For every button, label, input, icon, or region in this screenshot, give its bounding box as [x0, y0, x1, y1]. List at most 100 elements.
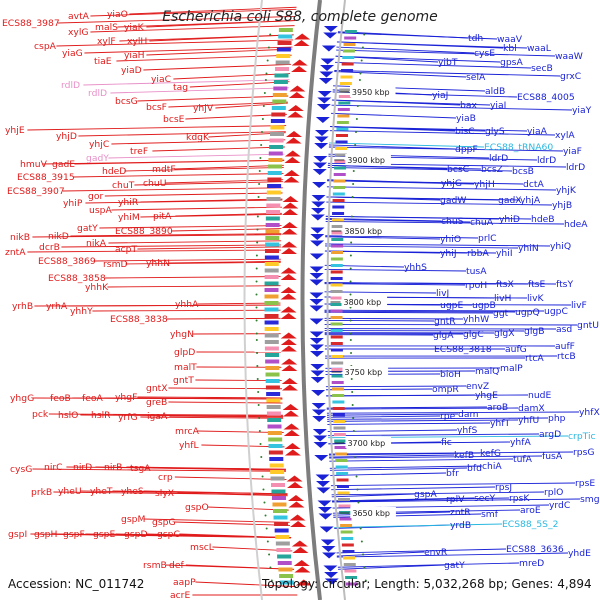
ring-dot: [269, 566, 272, 569]
left-gene-label: bcsE: [163, 114, 185, 125]
left-gene-label: gspM: [121, 514, 145, 525]
feature-block: [271, 496, 286, 500]
ring-dot: [255, 332, 258, 335]
forward-gene-arrow: [282, 404, 299, 410]
bp-tick-label: 3850 kbp: [344, 227, 382, 236]
feature-block: [331, 231, 344, 235]
feature-block: [271, 106, 286, 110]
left-label-connector: [116, 54, 292, 62]
left-gene-label: xylG: [68, 27, 89, 38]
feature-block: [330, 257, 343, 261]
left-gene-label: ECS88_3869: [38, 256, 96, 267]
left-gene-label: acpT: [115, 244, 138, 255]
feature-block: [337, 485, 350, 488]
right-gene-label: dam: [458, 409, 478, 420]
bp-tick-bg: [349, 86, 396, 97]
feature-block: [277, 561, 292, 565]
feature-block: [264, 275, 279, 279]
right-label-connector: [337, 562, 520, 568]
left-label-connector: [168, 387, 282, 390]
left-gene-label: gspI: [8, 529, 27, 540]
right-gene-label: gntU: [577, 320, 599, 331]
right-label-connector: [325, 385, 467, 388]
left-gene-label: glpD: [174, 347, 195, 358]
right-gene-label: kbl: [503, 43, 517, 54]
forward-gene-arrow: [293, 40, 310, 46]
reverse-gene-arrow: [313, 442, 328, 448]
feature-block: [270, 470, 285, 474]
feature-block: [330, 342, 343, 345]
feature-block: [345, 576, 358, 579]
bp-tick-label: 3900 kbp: [347, 156, 385, 165]
feature-block: [330, 329, 343, 332]
forward-gene-arrow: [282, 196, 299, 202]
right-label-connector: [330, 112, 457, 119]
right-gene-label: yiaF: [563, 146, 582, 157]
feature-block: [340, 530, 353, 534]
feature-block: [339, 88, 352, 92]
ring-dot: [351, 404, 354, 406]
forward-gene-arrow: [286, 475, 303, 482]
feature-block: [332, 212, 345, 215]
ring-dot: [257, 404, 260, 406]
feature-block: [330, 322, 343, 326]
right-gene-label: bioH: [440, 369, 461, 380]
reverse-gene-arrow: [316, 481, 331, 487]
right-label-connector: [326, 394, 529, 397]
right-gene-label: aroE: [520, 505, 541, 516]
left-gene-label: yheS: [121, 486, 144, 497]
left-label-connector: [104, 397, 283, 400]
reverse-gene-arrow: [323, 565, 338, 572]
left-label-connector: [53, 491, 288, 496]
ring-dot: [256, 215, 259, 218]
left-gene-label: yhiR: [118, 197, 139, 208]
right-gene-label: glyS: [485, 126, 505, 137]
reverse-gene-arrow: [317, 97, 332, 104]
reverse-gene-arrow: [312, 182, 327, 188]
feature-block: [269, 138, 284, 143]
ring-dot: [354, 456, 357, 458]
reverse-gene-arrow: [318, 513, 333, 520]
left-gene-label: pitA: [153, 211, 172, 222]
right-gene-label: rpsG: [573, 447, 595, 458]
left-label-connector: [108, 153, 285, 159]
feature-block: [344, 30, 357, 33]
left-gene-label: rsmB: [143, 560, 167, 571]
right-gene-label: chuS: [441, 216, 464, 227]
left-gene-label: ECS88_3987: [2, 18, 60, 29]
ring-dot: [349, 293, 352, 296]
left-gene-label: gspC: [157, 529, 180, 540]
right-gene-label: bisC: [455, 126, 475, 137]
feature-block: [268, 437, 283, 442]
left-gene-label: yhjE: [5, 125, 25, 136]
reverse-gene-arrow: [317, 91, 332, 97]
feature-block: [275, 60, 290, 65]
feature-block: [279, 574, 294, 578]
right-gene-label: waaL: [527, 43, 552, 54]
left-gene-label: slyX: [155, 488, 174, 499]
feature-block: [334, 452, 347, 456]
left-gene-label: aapP: [173, 577, 196, 588]
right-gene-label: yiaB: [456, 113, 476, 124]
feature-block: [335, 134, 348, 137]
right-label-connector: [325, 215, 532, 220]
ring-dot: [256, 378, 259, 380]
feature-block: [331, 238, 344, 241]
feature-block: [334, 160, 347, 163]
right-gene-label: malQ: [475, 366, 499, 377]
left-label-connector: [134, 181, 284, 186]
feature-block: [265, 359, 280, 364]
left-label-connector: [137, 95, 289, 102]
right-gene-label: yhhW: [463, 314, 489, 325]
left-gene-label: gspD: [124, 529, 148, 540]
feature-block: [264, 268, 279, 273]
reverse-gene-arrow: [311, 409, 326, 416]
right-label-connector: [329, 454, 455, 458]
left-gene-label: yiaD: [121, 65, 142, 76]
left-gene-label: mrcA: [175, 426, 200, 437]
right-label-connector: [331, 104, 573, 111]
ring-dot: [349, 332, 352, 335]
right-gene-label: damX: [518, 403, 545, 414]
right-gene-label: cysE: [474, 48, 495, 59]
right-gene-label: ECS88_tRNA60: [484, 142, 553, 153]
